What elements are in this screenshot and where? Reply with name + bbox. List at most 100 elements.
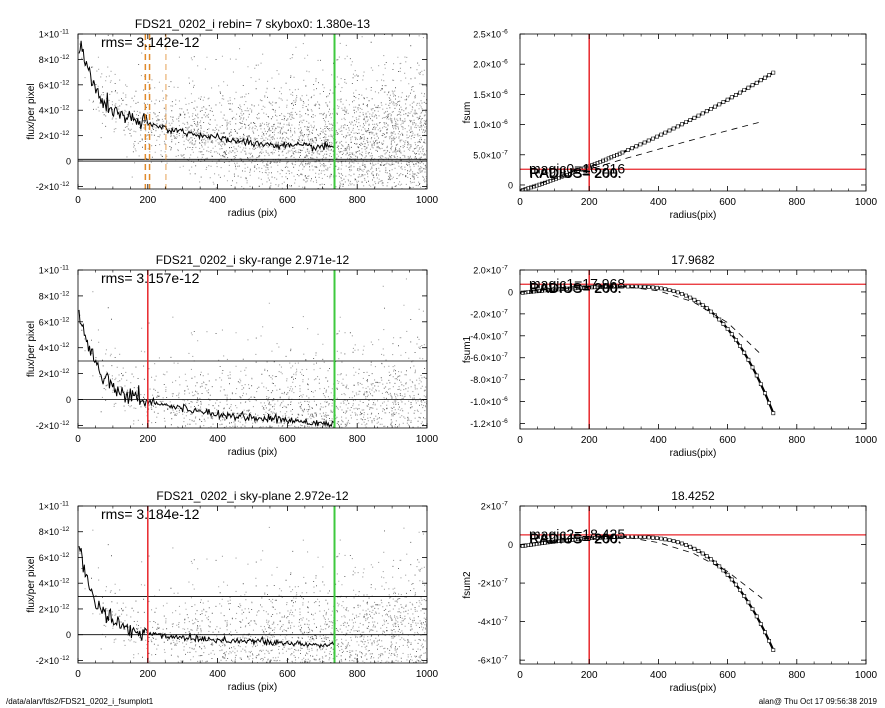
y-tick-exponent: -12 bbox=[60, 552, 70, 559]
y-axis-label: flux/per pixel bbox=[26, 321, 37, 377]
x-tick-label: 200 bbox=[139, 195, 156, 206]
y-axis-label: fsum1 bbox=[462, 335, 473, 363]
y-tick-exponent: -12 bbox=[60, 54, 70, 61]
overlay-label-0: magic1=17.968 bbox=[529, 275, 625, 291]
x-tick-label: 400 bbox=[650, 197, 667, 208]
y-tick-label: 5.0×10 bbox=[473, 150, 501, 160]
y-tick-label: 2×10 bbox=[39, 604, 59, 614]
fsum-square-markers bbox=[520, 534, 776, 652]
x-tick-label: 600 bbox=[279, 669, 296, 680]
y-tick-label: 0 bbox=[66, 157, 71, 167]
rms-annotation: rms= 3.142e-12 bbox=[101, 34, 200, 50]
y-tick-label: 4×10 bbox=[39, 343, 59, 353]
x-axis-label: radius (pix) bbox=[228, 447, 277, 458]
y-tick-label: -8.0×10 bbox=[470, 375, 501, 385]
x-axis-label: radius(pix) bbox=[670, 448, 717, 459]
overlay-label-2: RADIUS= 200. bbox=[530, 280, 622, 296]
x-tick-label: 600 bbox=[279, 434, 296, 445]
x-tick-label: 800 bbox=[349, 195, 366, 206]
y-axis-label: fsum bbox=[462, 102, 473, 124]
y-tick-exponent: -12 bbox=[60, 130, 70, 137]
y-tick-label: 1.5×10 bbox=[473, 90, 501, 100]
plot-area bbox=[78, 34, 427, 189]
chart-title: FDS21_0202_i sky-plane 2.972e-12 bbox=[156, 489, 348, 503]
y-tick-label: -4.0×10 bbox=[470, 331, 501, 341]
y-tick-exponent: -11 bbox=[60, 501, 69, 508]
x-tick-label: 600 bbox=[719, 435, 736, 446]
y-tick-label: -2.0×10 bbox=[470, 309, 501, 319]
y-tick-exponent: -6 bbox=[502, 59, 508, 66]
x-tick-label: 600 bbox=[719, 670, 736, 681]
y-tick-label: 8×10 bbox=[39, 55, 59, 65]
y-tick-label: 0 bbox=[508, 287, 513, 297]
y-tick-exponent: -12 bbox=[60, 290, 70, 297]
y-axis-label: flux/per pixel bbox=[26, 83, 37, 139]
x-tick-label: 200 bbox=[581, 670, 598, 681]
x-tick-label: 200 bbox=[581, 197, 598, 208]
fsum-square-markers bbox=[520, 70, 776, 191]
fsum-thick-line bbox=[520, 285, 775, 414]
fsum-thick-line bbox=[520, 535, 775, 651]
chart-title: 18.4252 bbox=[671, 489, 715, 503]
x-tick-label: 1000 bbox=[416, 434, 439, 445]
x-tick-label: 200 bbox=[139, 669, 156, 680]
y-tick-label: 8×10 bbox=[39, 291, 59, 301]
x-tick-label: 1000 bbox=[855, 435, 878, 446]
x-tick-label: 400 bbox=[209, 669, 226, 680]
fsum-dashed-line bbox=[520, 536, 763, 599]
y-tick-exponent: -7 bbox=[502, 578, 508, 585]
y-tick-exponent: -6 bbox=[502, 418, 508, 425]
y-tick-exponent: -12 bbox=[60, 316, 70, 323]
y-tick-label: 2.0×10 bbox=[473, 266, 501, 276]
x-tick-label: 0 bbox=[517, 197, 523, 208]
x-tick-label: 400 bbox=[209, 434, 226, 445]
x-tick-label: 0 bbox=[75, 669, 81, 680]
y-tick-label: 2.5×10 bbox=[473, 30, 501, 40]
x-tick-label: 1000 bbox=[855, 197, 878, 208]
y-tick-exponent: -7 bbox=[502, 265, 508, 272]
chart-title: 17.9682 bbox=[671, 253, 715, 267]
x-tick-label: 0 bbox=[75, 195, 81, 206]
y-tick-label: 0 bbox=[508, 540, 513, 550]
rms-annotation: rms= 3.157e-12 bbox=[101, 270, 200, 286]
y-tick-exponent: -7 bbox=[502, 616, 508, 623]
y-tick-exponent: -12 bbox=[60, 181, 70, 188]
y-tick-label: 0 bbox=[66, 395, 71, 405]
overlay-label-1: RADIUS= 200. bbox=[529, 164, 621, 180]
y-tick-label: -6.0×10 bbox=[470, 353, 501, 363]
y-tick-label: 2×10 bbox=[39, 369, 59, 379]
radial-profile-line bbox=[78, 545, 335, 649]
x-axis-label: radius (pix) bbox=[228, 682, 277, 693]
y-tick-exponent: -12 bbox=[60, 655, 70, 662]
pixel-cloud-gray bbox=[79, 526, 427, 663]
y-tick-exponent: -7 bbox=[502, 655, 508, 662]
fsum-dashed-line bbox=[520, 121, 763, 191]
y-axis-label: flux/per pixel bbox=[26, 556, 37, 612]
x-tick-label: 200 bbox=[139, 434, 156, 445]
fsum-square-markers bbox=[520, 284, 776, 416]
y-tick-label: 1×10 bbox=[39, 30, 59, 40]
overlay-label-1: RADIUS= 200. bbox=[529, 279, 621, 295]
y-tick-label: -2×10 bbox=[36, 656, 59, 666]
chart-title: FDS21_0202_i sky-range 2.971e-12 bbox=[156, 253, 350, 267]
overlay-label-2: RADIUS= 200. bbox=[530, 165, 622, 181]
plot-area bbox=[520, 270, 866, 429]
y-tick-label: 1.0×10 bbox=[473, 120, 501, 130]
x-tick-label: 600 bbox=[719, 197, 736, 208]
y-tick-exponent: -12 bbox=[60, 342, 70, 349]
y-tick-label: -1.2×10 bbox=[470, 419, 501, 429]
y-tick-label: 2×10 bbox=[39, 131, 59, 141]
y-tick-exponent: -12 bbox=[60, 105, 70, 112]
footer-stamp: alan@ Thu Oct 17 09:56:38 2019 bbox=[758, 697, 877, 706]
y-tick-exponent: -7 bbox=[502, 352, 508, 359]
y-tick-exponent: -12 bbox=[60, 578, 70, 585]
x-tick-label: 800 bbox=[788, 197, 805, 208]
pixel-cloud-dark bbox=[81, 307, 427, 428]
plot-area bbox=[78, 506, 427, 663]
axes-frame bbox=[77, 33, 428, 190]
x-tick-label: 200 bbox=[581, 435, 598, 446]
